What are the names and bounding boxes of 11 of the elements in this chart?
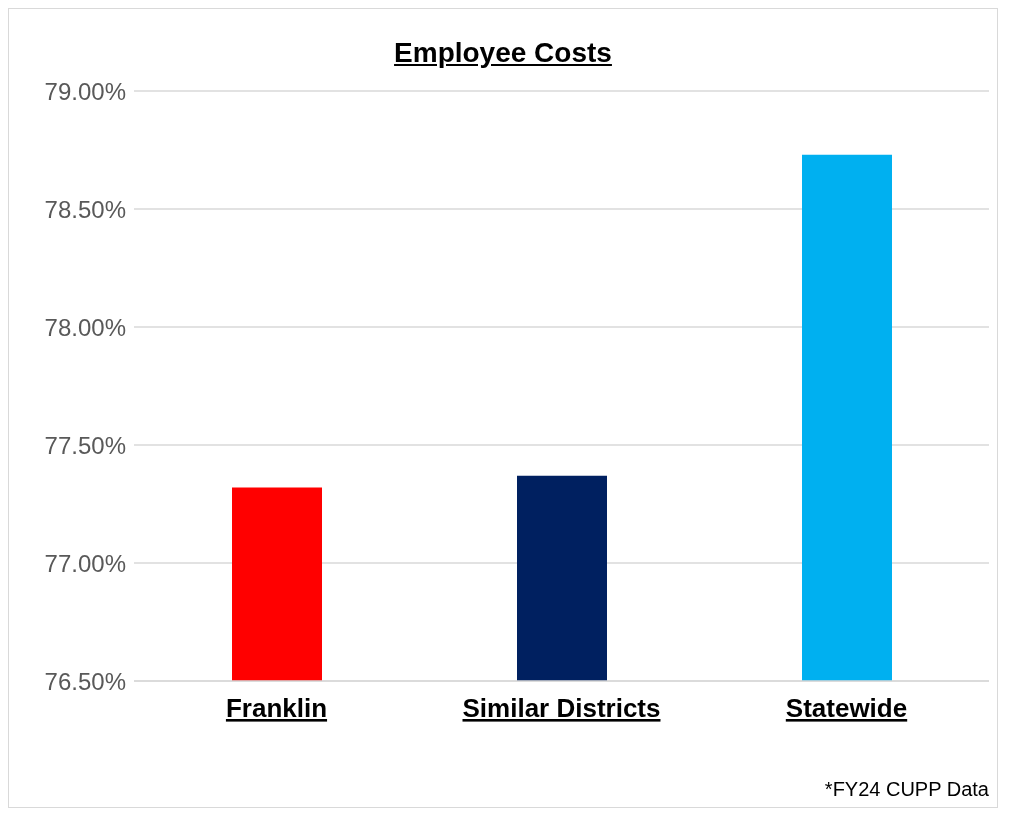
y-tick-label: 76.50% — [44, 667, 126, 695]
x-tick-label: Similar Districts — [462, 693, 661, 723]
text: *FY24 CUPP Data — [824, 778, 989, 801]
y-tick-label: 77.00% — [44, 549, 126, 577]
y-tick-label: 77.50% — [44, 431, 126, 459]
y-tick-label: 78.50% — [44, 195, 126, 223]
x-tick-label: Franklin — [225, 693, 328, 723]
x-tick-label: Statewide — [785, 693, 908, 723]
y-tick-label: 78.00% — [44, 313, 126, 341]
y-tick-label: 79.00% — [44, 77, 126, 105]
chart-title: Employee Costs — [393, 36, 613, 68]
